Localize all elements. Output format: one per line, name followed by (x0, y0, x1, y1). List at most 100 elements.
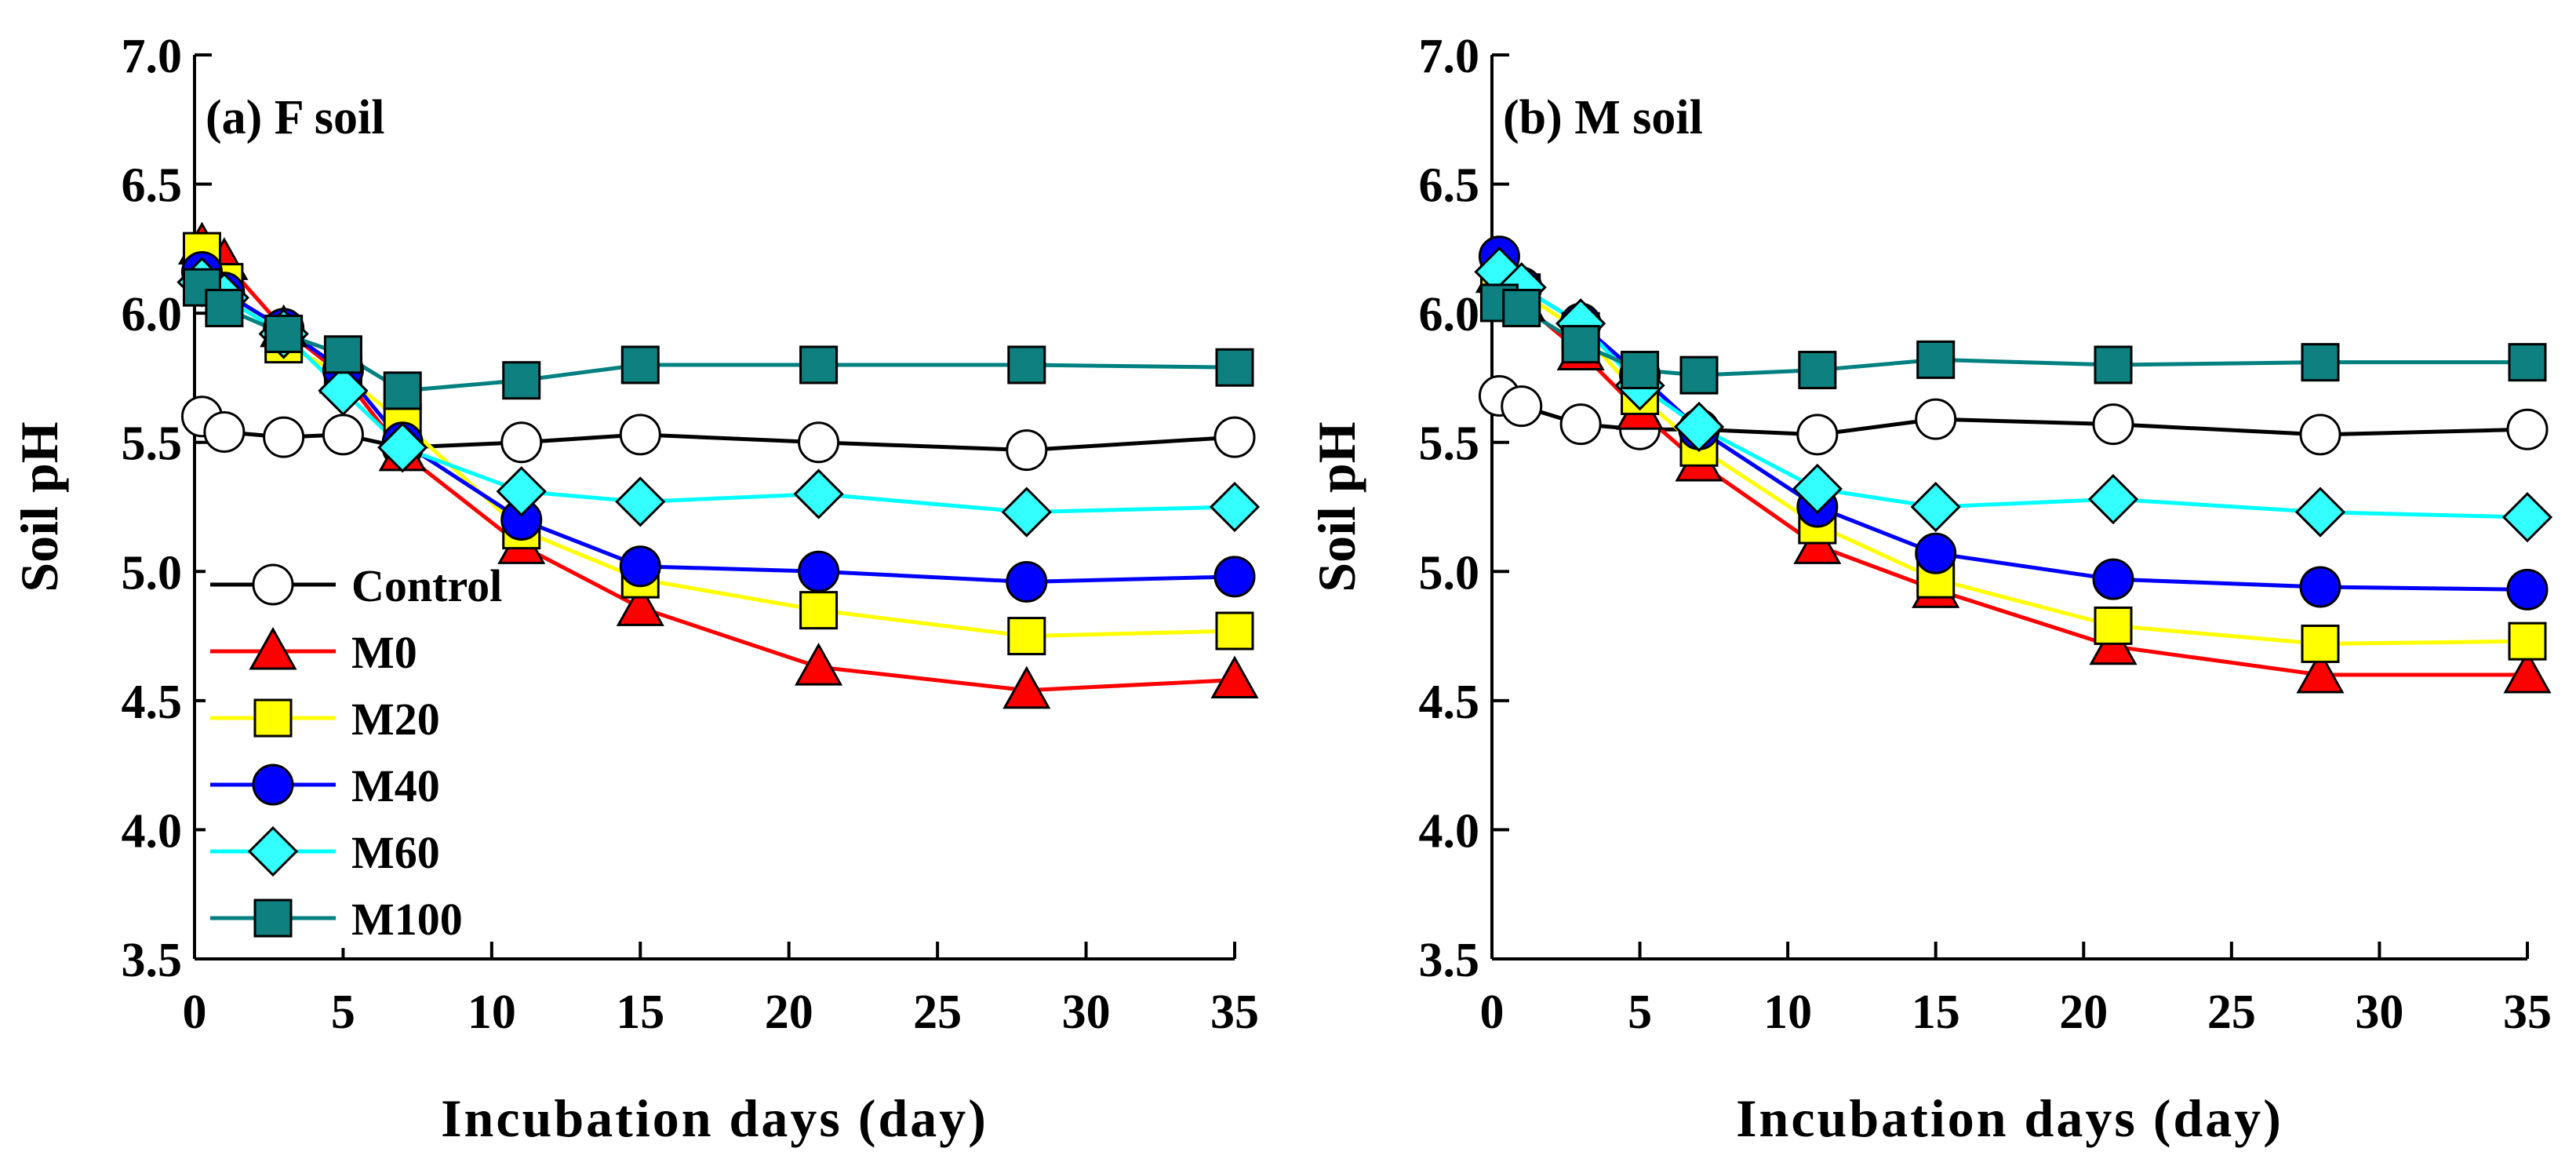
point-m60-day-7 (377, 422, 428, 473)
y-tick-label: 4.5 (122, 676, 183, 729)
x-axis-label: Incubation days (day) (441, 1088, 988, 1148)
point-m0-day-35 (2503, 650, 2552, 694)
series-line-m60 (201, 280, 1235, 515)
legend-label-m60: M60 (351, 827, 440, 878)
x-tick-label: 10 (1763, 986, 1812, 1039)
x-tick-label: 10 (468, 986, 516, 1039)
legend-marker-control (252, 563, 294, 606)
point-m100-day-3 (264, 314, 304, 353)
point-m40-day-35 (1213, 556, 1256, 598)
y-tick-label: 5.0 (1419, 546, 1480, 600)
y-tick-label: 5.5 (122, 417, 183, 471)
point-m0-day-28 (1002, 665, 1051, 709)
x-tick-label: 20 (765, 986, 813, 1039)
legend-label-m40: M40 (351, 760, 440, 811)
y-tick-label: 6.5 (1419, 159, 1480, 213)
series-line-m40 (200, 270, 1235, 584)
y-tick-label: 3.5 (1419, 934, 1480, 987)
series-line-m100 (200, 286, 1235, 393)
point-m0-day-15 (616, 583, 664, 626)
legend-label-m20: M20 (351, 694, 440, 745)
point-m100-day-28 (1007, 345, 1046, 385)
x-axis-label: Incubation days (day) (1736, 1088, 2283, 1148)
point-m100-day-21 (799, 345, 839, 385)
point-m60-day-5 (318, 365, 369, 417)
point-m100-day-11 (502, 361, 541, 400)
x-tick-label: 30 (2355, 986, 2403, 1039)
series-line-control (1498, 394, 2528, 437)
point-m20-day-21 (799, 591, 839, 630)
y-tick-label: 5.0 (122, 546, 183, 600)
x-tick-label: 0 (183, 986, 207, 1039)
series-line-m0 (1497, 273, 2527, 677)
point-m60-day-7 (1673, 401, 1725, 453)
y-tick-label: 5.5 (1419, 417, 1480, 471)
panel-title: (b) M soil (1503, 91, 1703, 144)
point-m100-day-35 (2508, 343, 2547, 382)
point-m40-day-28 (2299, 566, 2341, 608)
x-tick-label: 15 (616, 986, 664, 1039)
series-line-m60 (1497, 270, 2528, 519)
y-tick-label: 4.0 (1419, 804, 1480, 858)
series-line-m100 (1498, 301, 2527, 377)
point-control-day-35 (2506, 408, 2549, 450)
point-m100-day-15 (620, 345, 660, 385)
point-control-day-15 (619, 414, 661, 456)
point-m100-day-7 (383, 371, 422, 410)
y-tick-label: 3.5 (122, 934, 183, 987)
point-m40-day-15 (619, 545, 661, 588)
point-control-day-3 (1559, 403, 1602, 446)
legend-marker-m40 (252, 764, 294, 806)
point-m40-day-15 (1915, 532, 1957, 574)
legend-label-m100: M100 (351, 894, 463, 945)
point-control-day-1 (1501, 385, 1543, 428)
panel-title: (a) F soil (206, 91, 384, 144)
point-m60-day-15 (1910, 481, 1961, 533)
legend-marker-m60 (247, 826, 299, 877)
legend-label-control: Control (351, 560, 502, 611)
y-tick-label: 6.0 (1419, 288, 1480, 341)
y-tick-label: 4.5 (1419, 676, 1480, 729)
point-m100-day-11 (1798, 351, 1837, 390)
point-control-day-35 (1213, 416, 1256, 458)
point-m0-day-35 (1210, 655, 1259, 699)
series-line-m20 (200, 250, 1235, 639)
point-control-day-3 (263, 416, 305, 458)
point-m100-day-5 (323, 335, 362, 374)
y-axis-label: Soil pH (1307, 421, 1366, 592)
x-tick-label: 0 (1480, 986, 1504, 1039)
point-control-day-21 (798, 421, 840, 464)
point-control-day-11 (1796, 414, 1839, 456)
point-m60-day-11 (1792, 463, 1843, 515)
point-m60-day-35 (1209, 481, 1261, 533)
series-line-control (201, 414, 1235, 453)
point-m60-day-21 (2087, 474, 2139, 525)
y-tick-label: 6.5 (122, 159, 183, 213)
panel-m-soil: 0 5 10 15 20 25 30 35 3.5 4.0 4.5 5.0 5.5 6.0 6.5 7.0 (b… (1307, 30, 2553, 1148)
point-m40-day-21 (798, 550, 840, 592)
legend: Control M0 M20 M40 M60 M100 (206, 555, 502, 948)
point-m60-day-11 (496, 466, 547, 517)
x-tick-label: 5 (1628, 986, 1652, 1039)
point-control-day-11 (500, 421, 543, 464)
y-axis-label: Soil pH (9, 421, 69, 592)
point-m40-day-35 (2506, 568, 2549, 611)
point-control-day-1 (203, 411, 246, 454)
x-tick-label: 25 (2207, 986, 2256, 1039)
point-m100-day-7 (1679, 355, 1719, 395)
point-m60-day-28 (1001, 487, 1052, 538)
point-m20-day-28 (1007, 617, 1046, 656)
legend-marker-m0 (249, 626, 297, 670)
x-tick-label: 25 (913, 986, 962, 1039)
point-m100-day-15 (1916, 340, 1956, 379)
point-m60-day-28 (2294, 487, 2346, 538)
series-line-m0 (201, 244, 1235, 693)
point-m60-day-15 (615, 476, 666, 527)
point-m100-day-21 (2094, 345, 2133, 385)
panel-f-soil: 0 5 10 15 20 25 30 35 3.5 4.0 4.5 5.0 5.5 6.0 6.5 7.0 (a… (9, 30, 1261, 1148)
point-m100-day-35 (1215, 348, 1254, 387)
point-m100-day-5 (1621, 351, 1660, 390)
point-m100-day-1 (205, 289, 244, 328)
y-tick-label: 7.0 (1419, 30, 1480, 83)
